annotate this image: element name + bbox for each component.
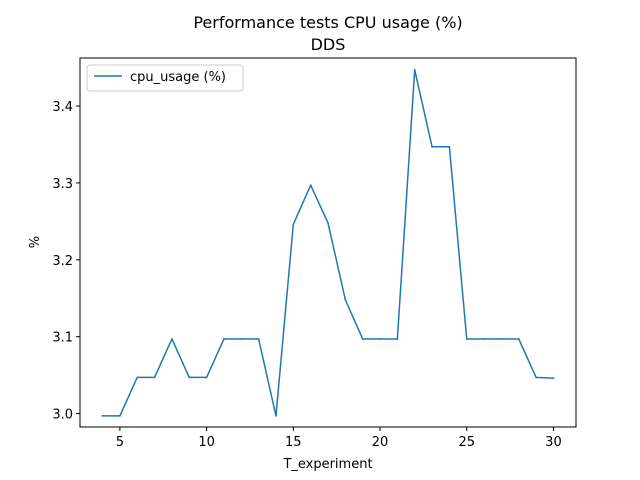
chart-title: Performance tests CPU usage (%) [193, 13, 462, 32]
legend-box [86, 64, 244, 92]
data-point [275, 414, 277, 417]
data-point [500, 338, 503, 340]
data-point [535, 376, 538, 379]
data-point [309, 184, 312, 187]
tick-layer: 5 10 15 20 25 30 3.0 3.1 3.2 3.3 3.4 [52, 100, 561, 450]
data-point [240, 338, 243, 340]
data-point [188, 376, 191, 379]
y-tick-label: 3.1 [52, 331, 73, 346]
y-tick-label: 3.3 [52, 177, 73, 192]
x-axis-label: T_experiment [282, 457, 372, 472]
series-layer [101, 69, 555, 417]
data-point [517, 338, 520, 340]
data-point [118, 414, 121, 417]
x-tick-label: 25 [458, 435, 475, 450]
data-point [396, 338, 399, 340]
data-point [465, 338, 468, 340]
data-point [292, 223, 295, 226]
data-point [483, 338, 485, 340]
data-point [136, 376, 139, 379]
data-point [448, 145, 451, 148]
data-point [379, 338, 381, 340]
x-tick-label: 30 [545, 435, 562, 450]
data-point [361, 338, 364, 340]
data-point [205, 376, 208, 379]
y-tick-label: 3.2 [52, 254, 73, 269]
data-point [223, 338, 225, 340]
data-point [344, 298, 347, 301]
data-point [327, 222, 329, 224]
x-tick-label: 10 [198, 435, 215, 450]
y-tick-label: 3.0 [52, 408, 73, 423]
chart-subtitle: DDS [311, 35, 346, 54]
x-tick-label: 5 [116, 435, 124, 450]
data-point [552, 377, 555, 380]
data-point [431, 145, 433, 148]
x-tick-label: 15 [285, 435, 302, 450]
data-point [101, 414, 104, 417]
legend: cpu_usage (%) [86, 64, 244, 92]
x-tick-label: 20 [372, 435, 389, 450]
legend-label: cpu_usage (%) [130, 70, 226, 85]
data-point [413, 69, 416, 71]
data-point [257, 338, 260, 340]
y-axis-label: % [28, 236, 43, 248]
y-tick-label: 3.4 [52, 100, 73, 115]
plot-area-frame [79, 57, 577, 428]
data-point [153, 376, 156, 379]
data-point [171, 338, 173, 340]
